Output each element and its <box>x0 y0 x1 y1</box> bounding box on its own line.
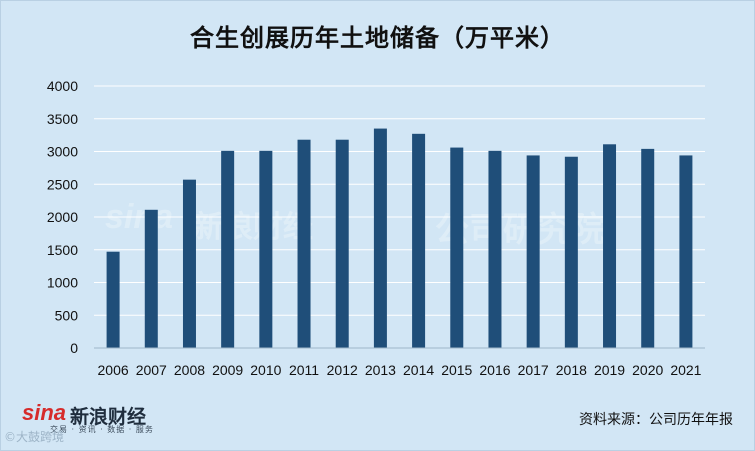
bar-2020 <box>641 148 655 348</box>
y-tick-label: 1000 <box>47 275 78 291</box>
x-tick-label: 2020 <box>632 362 663 378</box>
bar-2021 <box>679 155 693 348</box>
source-note: 资料来源：公司历年年报 <box>579 412 733 428</box>
sina-logo-icon: sina <box>22 400 67 425</box>
bar-2014 <box>412 133 426 348</box>
x-tick-label: 2017 <box>518 362 549 378</box>
x-tick-label: 2007 <box>136 362 167 378</box>
y-tick-label: 3500 <box>47 111 78 127</box>
bar-2015 <box>450 147 464 348</box>
x-tick-label: 2014 <box>403 362 434 378</box>
x-tick-label: 2010 <box>250 362 281 378</box>
y-tick-label: 3000 <box>47 144 78 160</box>
x-tick-label: 2013 <box>365 362 396 378</box>
bar-2016 <box>488 150 502 348</box>
x-tick-label: 2011 <box>289 362 319 378</box>
y-tick-label: 2000 <box>47 209 78 225</box>
bar-2010 <box>259 150 273 348</box>
x-tick-label: 2021 <box>670 362 701 378</box>
x-tick-label: 2009 <box>212 362 243 378</box>
y-tick-label: 500 <box>55 307 79 323</box>
bar-2009 <box>221 150 235 348</box>
sina-finance-logo: sina 新浪财经 交易 · 资讯 · 数据 · 服务 <box>22 400 182 434</box>
bar-2011 <box>297 139 311 348</box>
logo-name: 新浪财经 <box>70 406 147 428</box>
x-axis-ticks: 2006 2007 2008 2009 2010 2011 2012 2013 2014 2015… <box>98 362 702 378</box>
bar-2006 <box>106 251 120 348</box>
bottom-watermark: ©大鼓跨境 <box>4 430 65 444</box>
logo-tagline: 交易 · 资讯 · 数据 · 服务 <box>50 425 154 434</box>
bar-2012 <box>335 139 349 348</box>
bar-2008 <box>182 179 196 348</box>
bar-2018 <box>564 156 578 348</box>
y-tick-label: 0 <box>70 340 78 356</box>
bar-2013 <box>373 128 387 348</box>
y-axis-ticks: 0 500 1000 1500 2000 2500 3000 3500 4000 <box>47 78 78 356</box>
y-tick-label: 4000 <box>47 78 78 94</box>
x-tick-label: 2018 <box>556 362 587 378</box>
y-tick-label: 1500 <box>47 242 78 258</box>
chart-title: 合生创展历年土地储备（万平米） <box>190 24 565 52</box>
bars <box>106 128 693 348</box>
y-tick-label: 2500 <box>47 176 78 192</box>
x-tick-label: 2012 <box>327 362 358 378</box>
x-tick-label: 2016 <box>479 362 510 378</box>
bar-2017 <box>526 155 540 348</box>
bar-2019 <box>603 144 617 348</box>
x-tick-label: 2008 <box>174 362 205 378</box>
bar-2007 <box>144 209 158 348</box>
x-tick-label: 2006 <box>98 362 129 378</box>
x-tick-label: 2019 <box>594 362 625 378</box>
x-tick-label: 2015 <box>441 362 472 378</box>
